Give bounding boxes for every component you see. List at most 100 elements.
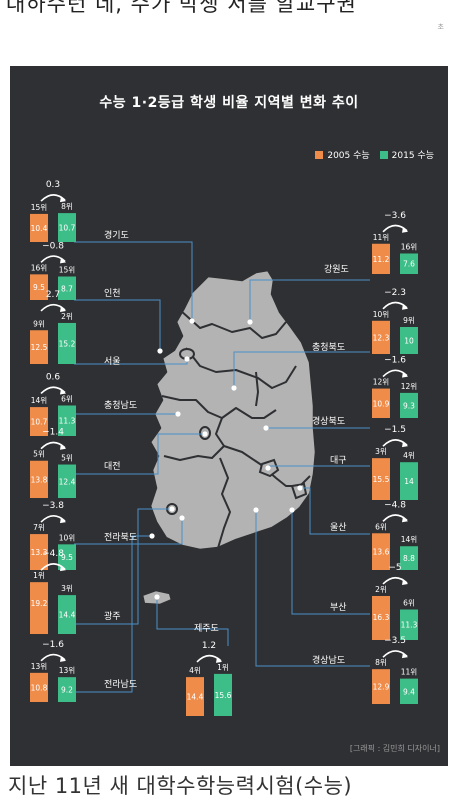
region-11-bars: 10.9 9.3 12위 12위 −1.6 <box>372 356 418 418</box>
region-14-rank-2005: 2위 <box>375 585 387 594</box>
region-13-bar-2015 <box>400 546 418 570</box>
region-9-label: 강원도 <box>324 264 349 275</box>
region-0-bar-2015 <box>58 213 76 242</box>
region-13-change-arrowhead <box>402 516 408 523</box>
region-11-bar-2005 <box>372 388 390 418</box>
region-9-bar-2005 <box>372 243 390 274</box>
region-5-value-2005: 13.3 <box>31 548 48 557</box>
region-7-label: 전라남도 <box>104 679 137 690</box>
region-3-dot <box>175 411 181 417</box>
region-2-dot <box>184 356 190 362</box>
region-8-change: 1.2 <box>202 641 216 651</box>
region-5-rank-2005: 7위 <box>33 523 45 532</box>
region-10-change-arrowhead <box>402 303 408 310</box>
caption-text: 지난 11년 새 대학수학능력시험(수능) <box>8 774 353 798</box>
region-10-rank-2015: 9위 <box>403 316 415 325</box>
region-1-dot <box>157 348 163 354</box>
region-3-rank-2005: 14위 <box>31 396 47 405</box>
region-2-rank-2005: 9위 <box>33 319 45 328</box>
region-14-change-arrowhead <box>402 578 408 585</box>
korea-map: 경기도 10.4 10.7 15위 8위 0.3 인천 9.5 8.7 16위 15위 −0.8 서울 1… <box>30 180 418 716</box>
region-6-change-arrowhead <box>60 565 66 572</box>
bar-groups: 경기도 10.4 10.7 15위 8위 0.3 인천 9.5 8.7 16위 15위 −0.8 서울 1… <box>30 180 418 716</box>
region-7-value-2005: 10.8 <box>31 683 48 692</box>
region-8-dot <box>154 594 160 600</box>
region-10-connector <box>233 351 370 388</box>
region-13-value-2015: 8.8 <box>403 554 415 563</box>
region-14-value-2015: 11.3 <box>401 621 418 630</box>
region-14-label: 부산 <box>330 602 347 613</box>
region-15-rank-2005: 8위 <box>375 658 387 667</box>
region-8-rank-2005: 4위 <box>189 666 201 675</box>
connector-lines <box>74 241 370 693</box>
region-6-bar-2015 <box>58 595 76 634</box>
region-6-connector <box>74 508 172 625</box>
region-10-rank-2005: 10위 <box>373 310 389 319</box>
legend-swatch-2015 <box>379 150 388 159</box>
region-11-rank-2005: 12위 <box>373 378 389 387</box>
region-5-bar-2015 <box>58 544 76 570</box>
region-3-change-arrowhead <box>60 388 66 395</box>
region-6-rank-2005: 1위 <box>33 571 45 580</box>
region-0-value-2015: 10.7 <box>59 224 76 233</box>
region-15-connector <box>255 510 370 667</box>
region-0-bar-2005 <box>30 213 48 242</box>
region-11-label: 경상북도 <box>312 415 345 427</box>
region-2-bar-2015 <box>58 322 76 364</box>
region-15-dot <box>253 507 259 513</box>
region-8-value-2005: 14.4 <box>187 693 204 702</box>
region-4-value-2005: 13.8 <box>31 475 48 484</box>
region-6-value-2015: 14.4 <box>59 611 76 620</box>
region-2-value-2005: 12.5 <box>31 343 48 352</box>
region-4-rank-2005: 5위 <box>33 450 45 459</box>
region-6-change: −4.8 <box>42 549 64 559</box>
region-9-rank-2015: 16위 <box>401 242 417 251</box>
region-7-rank-2005: 13위 <box>31 662 47 671</box>
region-3-bar-2005 <box>30 407 48 436</box>
region-0-value-2005: 10.4 <box>31 224 48 233</box>
region-2-bars: 12.5 15.2 9위 2위 2.7 <box>30 290 76 364</box>
region-14-bar-2015 <box>400 609 418 640</box>
region-12-rank-2015: 4위 <box>403 451 415 460</box>
region-9-bar-2015 <box>400 253 418 274</box>
region-4-label: 대전 <box>104 461 121 472</box>
region-1-change: −0.8 <box>42 241 64 251</box>
region-6-bars: 19.2 14.4 1위 3위 −4.8 <box>30 549 76 634</box>
region-14-change: −5 <box>388 563 401 573</box>
region-12-change: −1.5 <box>384 425 406 435</box>
region-7-bars: 10.8 9.2 13위 13위 −1.6 <box>30 640 76 702</box>
region-0-label: 경기도 <box>104 229 129 241</box>
chart-title: 수능 1·2등급 학생 비율 지역별 변화 추이 <box>99 95 359 111</box>
region-12-value-2015: 14 <box>404 477 414 486</box>
region-14-connector <box>291 510 370 615</box>
region-1-value-2015: 8.7 <box>61 284 73 293</box>
region-9-dot <box>247 319 253 325</box>
region-12-bar-2005 <box>372 458 390 500</box>
region-6-value-2005: 19.2 <box>31 599 48 608</box>
region-5-change-arrowhead <box>60 517 66 524</box>
region-3-label: 충청남도 <box>104 400 137 411</box>
region-7-connector <box>74 535 152 693</box>
region-11-bar-2015 <box>400 392 418 418</box>
region-14-value-2005: 16.3 <box>373 613 390 622</box>
region-2-bar-2005 <box>30 330 48 364</box>
region-2-change: 2.7 <box>46 290 60 300</box>
region-13-change: −4.8 <box>384 500 406 510</box>
region-5-label: 전라북도 <box>104 532 137 543</box>
region-13-rank-2015: 14위 <box>401 535 417 544</box>
legend-swatch-2005 <box>315 150 324 159</box>
region-7-change-arrowhead <box>60 655 66 662</box>
region-6-rank-2015: 3위 <box>61 584 73 593</box>
region-3-value-2015: 11.3 <box>59 417 76 426</box>
region-7-bar-2005 <box>30 672 48 702</box>
region-12-rank-2005: 3위 <box>375 447 387 456</box>
region-4-change: −1.4 <box>42 428 64 438</box>
region-5-bars: 13.3 9.5 7위 10위 −3.8 <box>30 501 76 570</box>
region-1-change-arrowhead <box>60 257 66 264</box>
region-12-label: 대구 <box>330 455 347 466</box>
region-6-bar-2005 <box>30 582 48 634</box>
region-4-bar-2005 <box>30 460 48 498</box>
region-3-rank-2015: 6위 <box>61 394 73 403</box>
region-5-connector <box>74 518 183 545</box>
region-0-bars: 10.4 10.7 15위 8위 0.3 <box>30 180 76 242</box>
